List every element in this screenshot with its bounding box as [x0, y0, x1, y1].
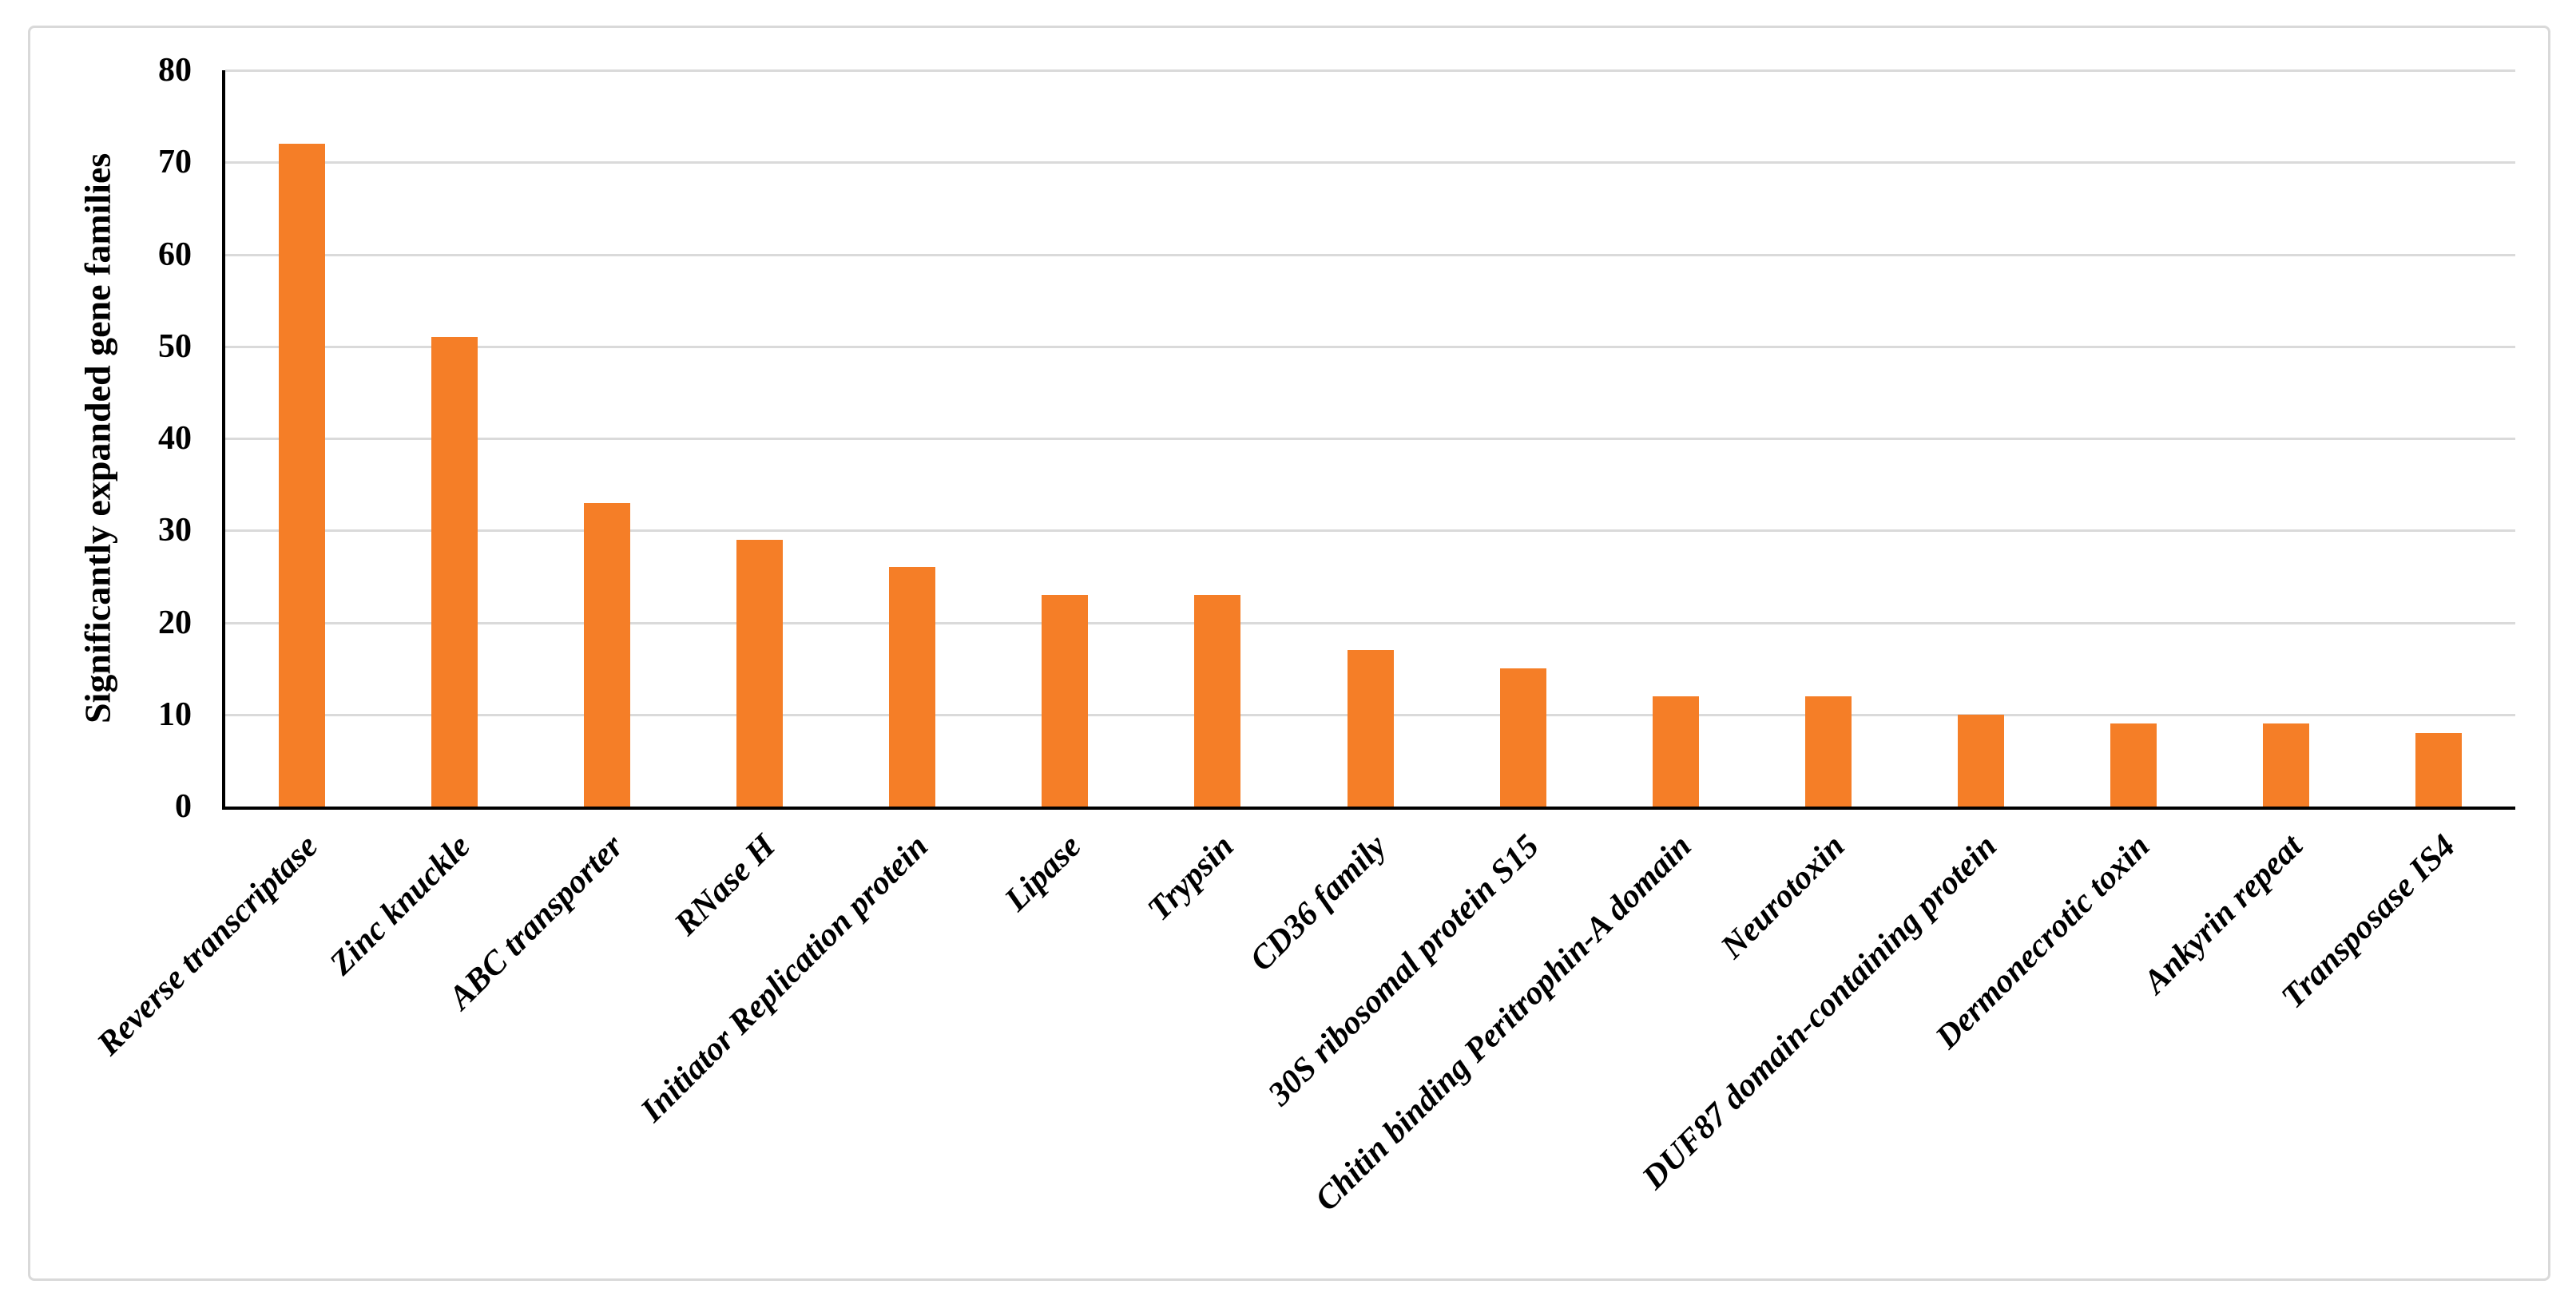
x-axis-category-labels: Reverse transcriptase Zinc knuckle ABC tra… — [90, 822, 2512, 1270]
x-label-slot-10: Chitin binding Peritrophin-A domain — [1308, 822, 1748, 1219]
bar-15 — [2415, 732, 2463, 807]
x-label-slot-12: DUF87 domain-containing protein — [1636, 822, 2054, 1197]
x-category-label: CD36 family — [1243, 827, 1394, 979]
x-category-label: Neurotoxin — [1713, 827, 1852, 966]
x-label-slot-7: Trypsin — [1138, 822, 1291, 928]
x-label-slot-14: Ankyrin repeat — [2137, 822, 2360, 1001]
bar-13 — [2110, 723, 2157, 807]
bar-2 — [431, 337, 478, 807]
x-category-label: Initiator Replication protein — [633, 827, 936, 1130]
x-label-slot-6: Lipase — [986, 822, 1138, 918]
y-tick-label-40: 40 — [158, 420, 192, 457]
y-tick-label-30: 30 — [158, 512, 192, 549]
x-category-label: RNase H — [668, 827, 784, 943]
y-tick-label-10: 10 — [158, 696, 192, 733]
y-tick-label-20: 20 — [158, 604, 192, 641]
x-category-label: Lipase — [998, 827, 1089, 919]
bar-6 — [1042, 594, 1089, 807]
y-tick-label-60: 60 — [158, 236, 192, 273]
x-label-slot-13: Dermonecrotic toxin — [1929, 822, 2207, 1056]
x-category-label: Zinc knuckle — [323, 827, 478, 983]
y-tick-label-0: 0 — [175, 788, 192, 825]
x-category-label: Trypsin — [1141, 827, 1241, 929]
y-tick-label-50: 50 — [158, 327, 192, 365]
x-label-slot-11: Neurotoxin — [1713, 822, 1901, 966]
bar-8 — [1347, 650, 1394, 807]
y-tick-label-70: 70 — [158, 144, 192, 181]
bar-1 — [278, 144, 325, 807]
x-label-slot-5: Initiator Replication protein — [634, 822, 986, 1129]
bar-12 — [1958, 714, 2005, 807]
y-tick-label-80: 80 — [158, 52, 192, 89]
x-label-slot-3: ABC transporter — [442, 822, 680, 1017]
gridline-40 — [225, 438, 2515, 440]
x-label-slot-1: Reverse transcriptase — [90, 822, 375, 1063]
gridline-70 — [225, 161, 2515, 164]
x-label-slot-2: Zinc knuckle — [323, 822, 527, 982]
x-label-slot-4: RNase H — [668, 822, 832, 943]
bar-9 — [1499, 668, 1546, 807]
x-label-slot-9: 30S ribosomal protein S15 — [1261, 822, 1596, 1113]
gridline-50 — [225, 345, 2515, 348]
gridline-30 — [225, 529, 2515, 533]
x-label-slot-15: Transposase IS4 — [2274, 822, 2512, 1016]
gridline-60 — [225, 253, 2515, 256]
bar-3 — [583, 502, 630, 807]
gridline-80 — [225, 69, 2515, 72]
bar-11 — [1804, 696, 1852, 807]
bar-10 — [1652, 696, 1699, 807]
x-category-label: Ankyrin repeat — [2137, 827, 2310, 1001]
bar-14 — [2263, 723, 2310, 807]
plot-area — [222, 69, 2515, 810]
gridline-20 — [225, 621, 2515, 624]
bar-5 — [889, 567, 936, 807]
bar-7 — [1194, 594, 1241, 807]
x-category-label: 30S ribosomal protein S15 — [1261, 827, 1546, 1113]
x-label-slot-8: CD36 family — [1243, 822, 1443, 978]
bar-4 — [736, 539, 783, 807]
